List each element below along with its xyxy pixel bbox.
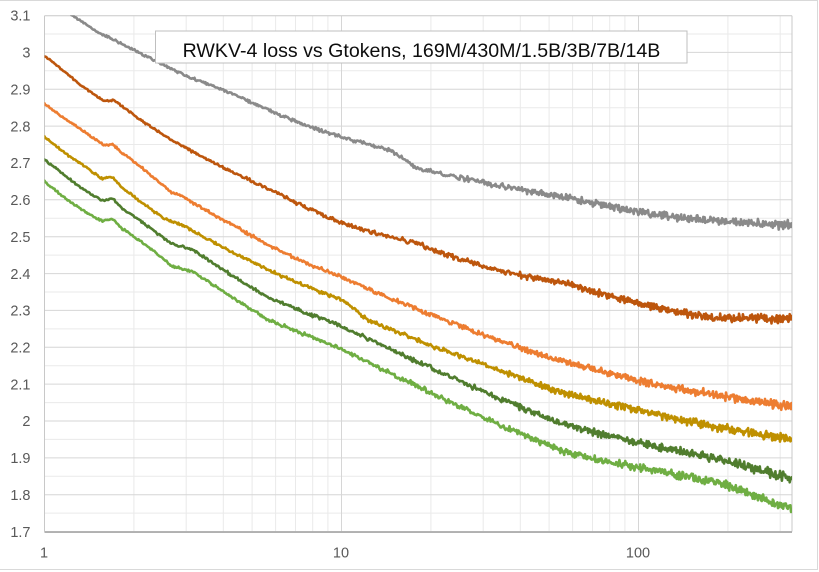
svg-text:2.3: 2.3 bbox=[10, 304, 30, 320]
svg-text:100: 100 bbox=[626, 546, 650, 562]
svg-text:2.1: 2.1 bbox=[10, 377, 30, 393]
svg-text:2: 2 bbox=[22, 414, 30, 430]
svg-text:2.8: 2.8 bbox=[10, 119, 30, 135]
svg-text:2.6: 2.6 bbox=[10, 193, 30, 209]
svg-text:1.9: 1.9 bbox=[10, 451, 30, 467]
svg-text:2.7: 2.7 bbox=[10, 156, 30, 172]
svg-text:10: 10 bbox=[333, 546, 349, 562]
svg-text:1: 1 bbox=[40, 546, 48, 562]
svg-text:3.1: 3.1 bbox=[10, 9, 30, 25]
svg-text:2.9: 2.9 bbox=[10, 83, 30, 99]
svg-text:3: 3 bbox=[22, 46, 30, 62]
svg-text:2.2: 2.2 bbox=[10, 341, 30, 357]
svg-text:RWKV-4 loss vs Gtokens, 169M/4: RWKV-4 loss vs Gtokens, 169M/430M/1.5B/3… bbox=[183, 40, 661, 62]
svg-text:2.5: 2.5 bbox=[10, 230, 30, 246]
svg-text:2.4: 2.4 bbox=[10, 267, 30, 283]
svg-text:1.7: 1.7 bbox=[10, 525, 30, 541]
svg-text:1.8: 1.8 bbox=[10, 488, 30, 504]
